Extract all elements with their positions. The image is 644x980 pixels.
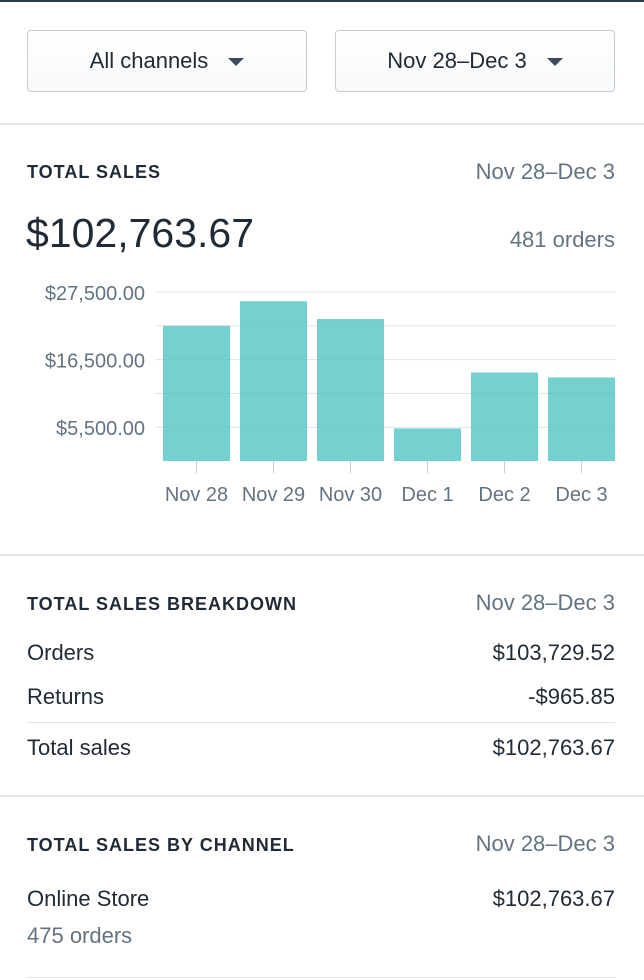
channel-dropdown[interactable]: All channels	[27, 30, 307, 92]
date-range-dropdown-label: Nov 28–Dec 3	[387, 48, 527, 73]
breakdown-row-label: Total sales	[27, 735, 131, 760]
breakdown-date-range: Nov 28–Dec 3	[475, 590, 615, 615]
y-tick-label: $27,500.00	[45, 283, 145, 305]
channel-orders: 475 orders	[27, 923, 133, 948]
channel-value: $102,763.67	[492, 886, 615, 911]
section-divider	[0, 123, 644, 125]
channel-name: Online Store	[27, 886, 150, 911]
filter-bar: All channels Nov 28–Dec 3	[27, 30, 615, 94]
breakdown-row-value: $102,763.67	[492, 735, 615, 760]
x-tick-label: Dec 1	[401, 484, 453, 506]
bar	[394, 428, 461, 461]
section-divider	[0, 795, 644, 797]
top-border	[0, 0, 644, 2]
x-tick-label: Nov 29	[242, 484, 305, 506]
sales-bar-chart: $5,500.00 $16,500.00 $27,500.00 Nov 28 Nov 2…	[45, 283, 615, 506]
x-tick-label: Dec 2	[478, 484, 530, 506]
x-tick-label: Dec 3	[555, 484, 607, 506]
caret-down-icon	[228, 58, 245, 66]
breakdown-title: TOTAL SALES BREAKDOWN	[27, 594, 298, 614]
total-sales-title: TOTAL SALES	[27, 162, 162, 182]
breakdown-row-label: Orders	[27, 640, 95, 665]
channel-dropdown-label: All channels	[89, 48, 209, 73]
y-tick-label: $16,500.00	[45, 351, 145, 373]
bar	[163, 325, 230, 461]
by-channel-title: TOTAL SALES BY CHANNEL	[27, 835, 295, 855]
total-sales-orders: 481 orders	[509, 227, 615, 252]
bar	[240, 301, 307, 461]
section-divider	[0, 554, 644, 556]
bar	[548, 377, 615, 461]
total-sales-amount: $102,763.67	[26, 210, 255, 256]
date-range-dropdown[interactable]: Nov 28–Dec 3	[335, 30, 615, 92]
by-channel-date-range: Nov 28–Dec 3	[475, 831, 615, 856]
caret-down-icon	[546, 58, 563, 66]
y-tick-label: $5,500.00	[56, 418, 145, 440]
breakdown-row-value: $103,729.52	[492, 640, 615, 665]
row-separator	[27, 977, 615, 978]
breakdown-row-label: Returns	[27, 684, 105, 709]
bar	[317, 319, 384, 461]
x-tick-label: Nov 30	[319, 484, 382, 506]
breakdown-row-value: -$965.85	[528, 684, 615, 709]
row-separator	[27, 722, 615, 723]
bar	[471, 372, 538, 461]
total-sales-date-range: Nov 28–Dec 3	[475, 159, 615, 184]
x-tick-label: Nov 28	[165, 484, 228, 506]
